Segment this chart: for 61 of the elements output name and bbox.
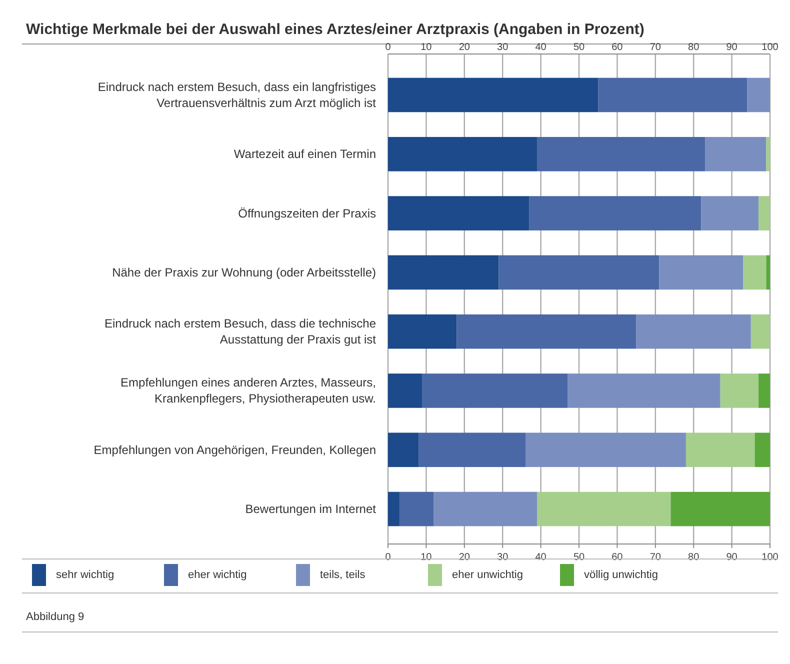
legend-label: teils, teils: [320, 569, 366, 581]
x-tick-label: 80: [688, 42, 700, 53]
x-tick-label: 50: [573, 42, 585, 53]
y-tick-label: Öffnungszeiten der Praxis: [238, 206, 376, 220]
y-tick-label: Empfehlungen von Angehörigen, Freunden, Kollegen: [94, 442, 376, 457]
legend-label: eher wichtig: [188, 569, 247, 581]
bar: [498, 255, 660, 290]
bar: [399, 492, 434, 526]
bar: [670, 492, 770, 526]
bar: [529, 196, 702, 230]
x-tick-label: 60: [612, 42, 624, 53]
x-tick-label: 30: [497, 42, 509, 53]
chart-title: Wichtige Merkmale bei der Auswahl eines Arztes/einer Arztpraxis (Angaben in Prozent): [26, 21, 644, 38]
bar: [766, 136, 770, 172]
y-tick-label: Bewertungen im Internet: [245, 502, 377, 516]
bar: [418, 432, 526, 468]
legend-label: eher unwichtig: [452, 569, 523, 581]
bar: [766, 255, 770, 290]
bar: [422, 374, 568, 408]
bar: [456, 314, 636, 349]
bar: [526, 432, 686, 468]
bar: [388, 374, 422, 408]
bar: [758, 196, 770, 230]
bar: [743, 255, 766, 290]
bar: [536, 492, 671, 526]
y-tick-label: Wartezeit auf einen Termin: [234, 147, 376, 162]
bar: [659, 255, 744, 290]
bar: [720, 374, 759, 408]
bar: [598, 78, 748, 112]
bar: [388, 432, 419, 468]
x-tick-label: 10: [420, 42, 432, 53]
y-tick-label: Eindruck nach erstem Besuch, dass die technische Ausstattung der Praxis gut ist: [104, 316, 377, 347]
bar: [758, 374, 770, 408]
bar: [568, 374, 720, 408]
y-tick-label: Eindruck nach erstem Besuch, dass ein langfristiges Vertrauensverhältnis zum Arzt möglich ist: [98, 80, 377, 110]
bar: [388, 196, 530, 230]
x-tick-label: 40: [535, 42, 547, 53]
legend-label: völlig unwichtig: [584, 569, 658, 581]
x-tick-label: 100: [762, 42, 779, 53]
bar: [701, 196, 759, 230]
x-tick-label: 70: [650, 42, 662, 53]
bar: [388, 78, 598, 112]
bar: [636, 314, 751, 349]
bar: [388, 314, 457, 349]
bar: [750, 314, 770, 349]
x-tick-label: 90: [726, 42, 738, 53]
x-tick-label: 20: [458, 42, 470, 53]
bar: [686, 432, 755, 468]
y-tick-label: Nähe der Praxis zur Wohnung (oder Arbeitsstelle): [112, 265, 376, 280]
bar: [754, 432, 770, 468]
bar: [747, 78, 770, 112]
bar: [434, 492, 537, 526]
bar: [705, 136, 766, 172]
legend-label: sehr wichtig: [56, 569, 114, 581]
bar: [388, 492, 400, 526]
bar: [536, 136, 706, 172]
bar: [388, 255, 499, 290]
x-tick-label: 0: [385, 42, 392, 53]
bar: [388, 136, 537, 172]
y-tick-label: Empfehlungen eines anderen Arztes, Masseurs, Krankenpflegers, Physiotherapeuten usw.: [120, 376, 376, 406]
text: Abbildung 9: [26, 611, 84, 623]
